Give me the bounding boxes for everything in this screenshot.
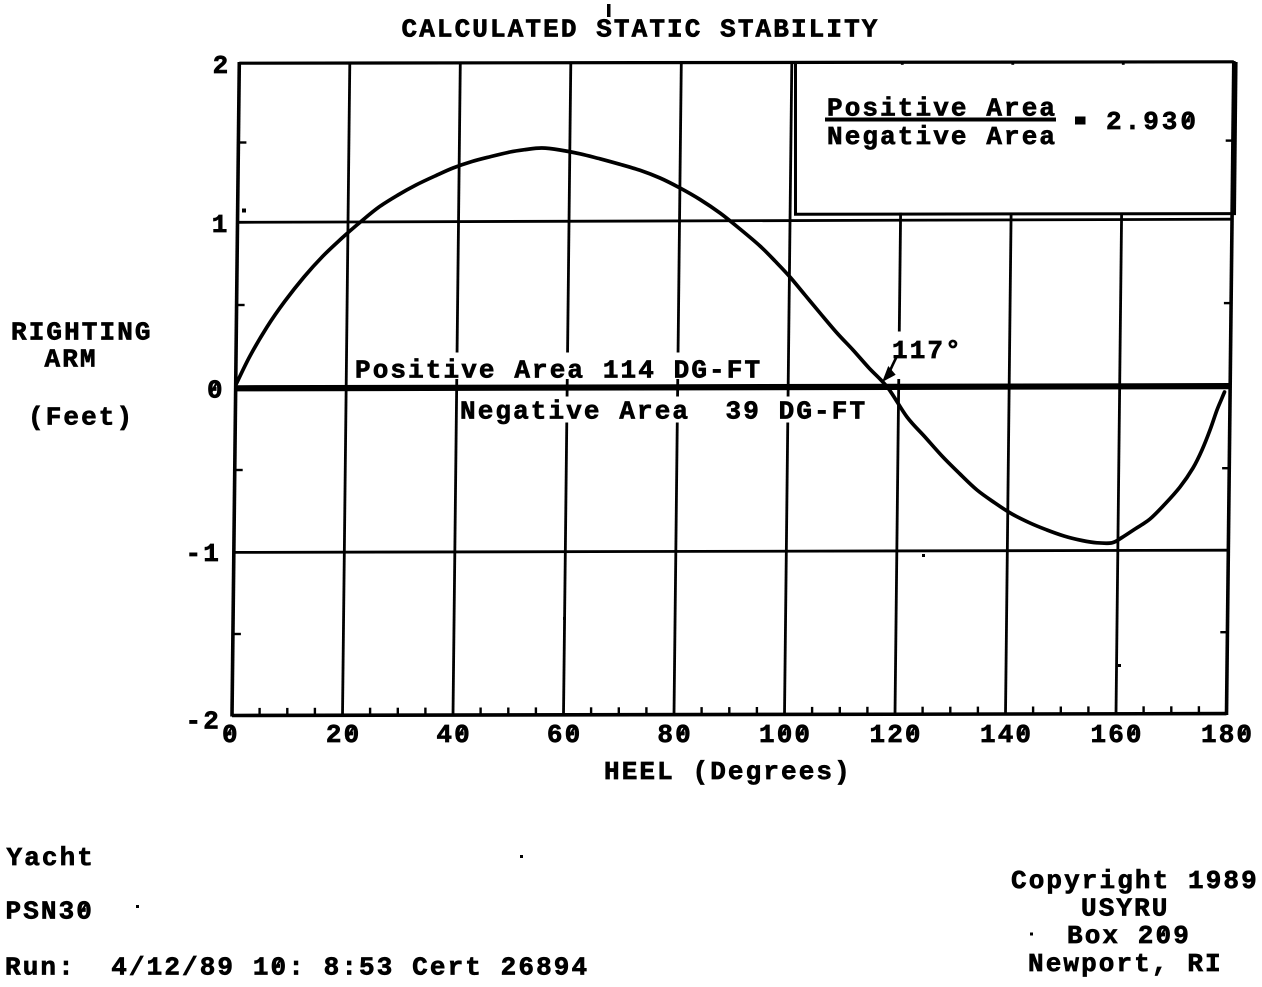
svg-text:USYRU: USYRU: [1081, 894, 1170, 924]
svg-text:CALCULATED STATIC STABILITY: CALCULATED STATIC STABILITY: [402, 15, 880, 45]
svg-text:Copyright 1989: Copyright 1989: [1011, 866, 1259, 896]
svg-text:Positive Area: Positive Area: [827, 94, 1057, 124]
svg-text:Run: 4/12/89 10: 8:53 Cert 26: Run: 4/12/89 10: 8:53 Cert 26894: [5, 953, 589, 983]
svg-text:80: 80: [657, 720, 692, 750]
svg-text:1: 1: [212, 210, 230, 240]
svg-text:140: 140: [980, 720, 1033, 750]
svg-text:Yacht: Yacht: [7, 843, 96, 873]
svg-text:Negative Area 39 DG-FT: Negative Area 39 DG-FT: [460, 397, 867, 427]
svg-text:ARM: ARM: [45, 345, 98, 375]
svg-text:120: 120: [870, 720, 923, 750]
svg-text:Positive Area 114 DG-FT: Positive Area 114 DG-FT: [355, 356, 762, 386]
svg-text:2: 2: [213, 51, 231, 81]
svg-text:117°: 117°: [892, 336, 963, 366]
svg-text:Box 209: Box 209: [1067, 921, 1191, 951]
svg-text:(Feet): (Feet): [28, 403, 134, 433]
svg-text:HEEL (Degrees): HEEL (Degrees): [604, 757, 852, 787]
svg-text:-1: -1: [186, 539, 221, 569]
svg-text:40: 40: [436, 720, 471, 750]
svg-text:Newport, RI: Newport, RI: [1028, 949, 1223, 979]
svg-text:0: 0: [222, 720, 240, 750]
svg-text:RIGHTING: RIGHTING: [11, 318, 153, 348]
svg-text:Negative Area: Negative Area: [827, 122, 1057, 152]
svg-text:2.930: 2.930: [1106, 107, 1199, 137]
svg-text:60: 60: [547, 720, 582, 750]
svg-text:160: 160: [1091, 720, 1144, 750]
svg-text:100: 100: [759, 720, 812, 750]
svg-text:0: 0: [207, 376, 225, 406]
svg-text:-2: -2: [186, 707, 221, 737]
svg-text:20: 20: [326, 720, 361, 750]
svg-text:PSN30: PSN30: [6, 897, 95, 927]
svg-text:180: 180: [1201, 720, 1254, 750]
